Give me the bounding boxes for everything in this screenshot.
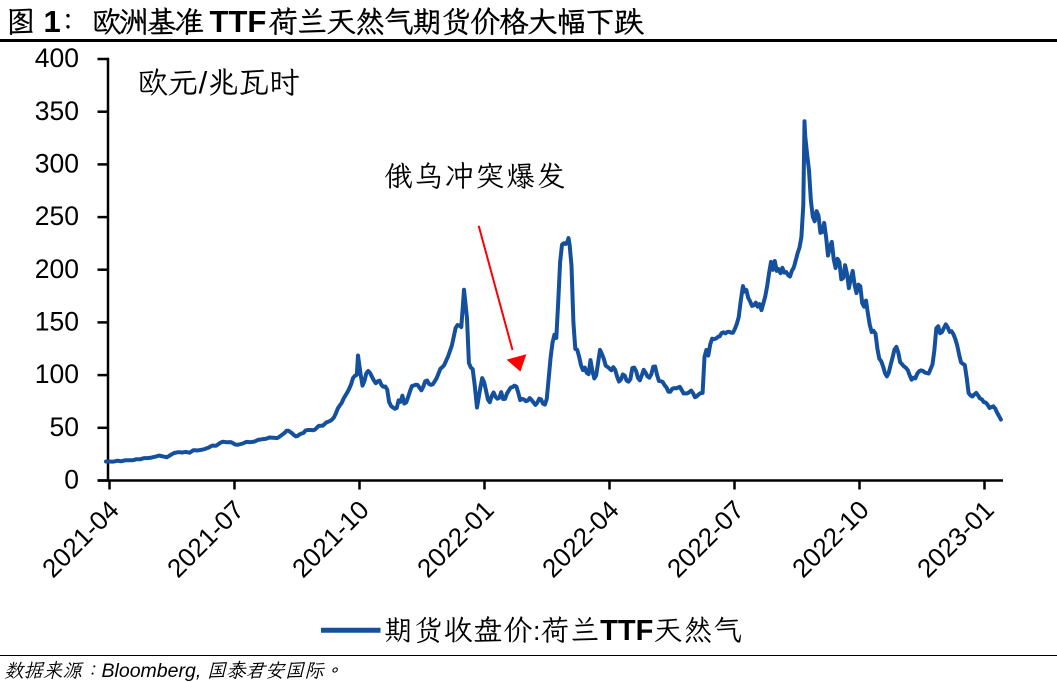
svg-text:2021-10: 2021-10 bbox=[286, 495, 375, 584]
svg-text:2021-07: 2021-07 bbox=[161, 495, 250, 584]
svg-text:50: 50 bbox=[50, 412, 79, 442]
svg-text:200: 200 bbox=[35, 254, 79, 284]
svg-text:400: 400 bbox=[35, 43, 79, 73]
svg-text:2022-01: 2022-01 bbox=[411, 495, 500, 584]
svg-text:300: 300 bbox=[35, 149, 79, 179]
svg-text:250: 250 bbox=[35, 201, 79, 231]
svg-text:2022-07: 2022-07 bbox=[661, 495, 750, 584]
svg-text:2021-04: 2021-04 bbox=[36, 495, 125, 584]
svg-text:100: 100 bbox=[35, 359, 79, 389]
svg-text:0: 0 bbox=[64, 465, 79, 495]
svg-text:2022-04: 2022-04 bbox=[536, 495, 625, 584]
svg-text:2022-10: 2022-10 bbox=[786, 495, 875, 584]
svg-text:150: 150 bbox=[35, 307, 79, 337]
svg-text:350: 350 bbox=[35, 96, 79, 126]
svg-text:2023-01: 2023-01 bbox=[911, 495, 1000, 584]
